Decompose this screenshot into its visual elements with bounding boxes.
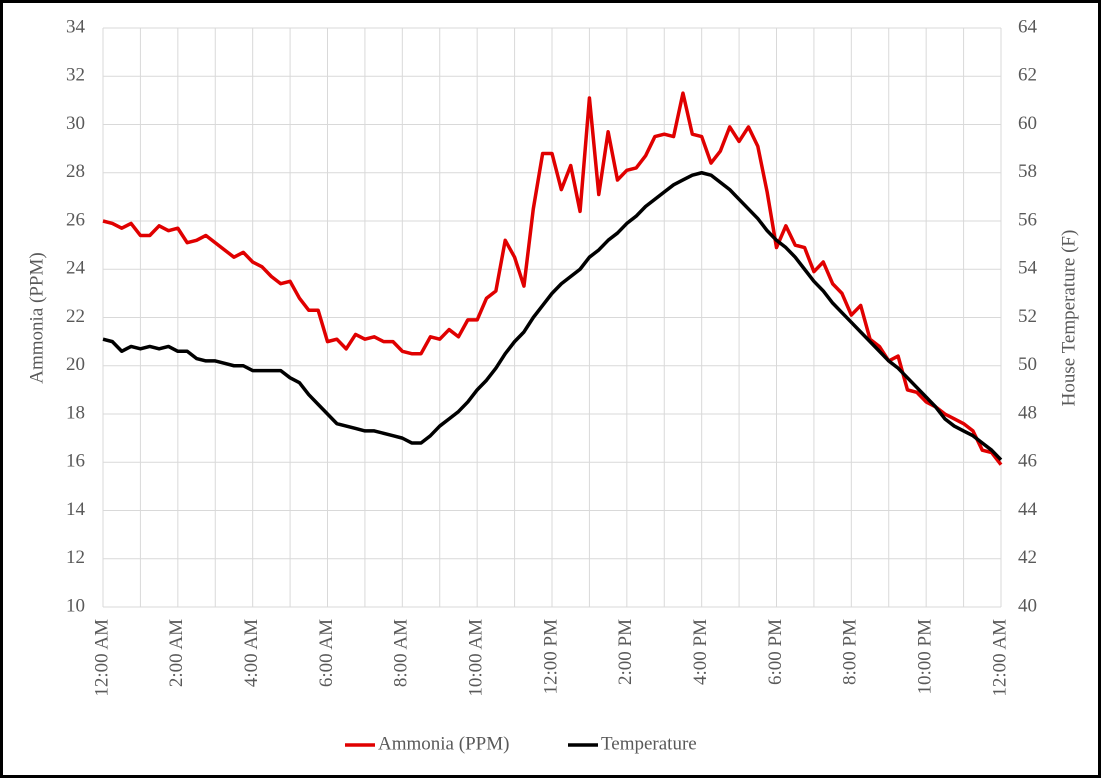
y-tick-label: 26 xyxy=(66,209,85,230)
x-tick-label: 12:00 AM xyxy=(91,619,112,697)
y2-tick-label: 56 xyxy=(1018,209,1037,230)
y2-tick-label: 62 xyxy=(1018,65,1037,86)
x-tick-label: 8:00 PM xyxy=(840,619,861,685)
x-tick-label: 10:00 PM xyxy=(915,619,936,695)
y2-tick-label: 64 xyxy=(1018,16,1038,37)
y-tick-label: 28 xyxy=(66,161,85,182)
y2-tick-label: 44 xyxy=(1018,499,1038,520)
y2-tick-label: 58 xyxy=(1018,161,1037,182)
y2-tick-label: 40 xyxy=(1018,595,1037,616)
y-tick-label: 34 xyxy=(66,16,86,37)
x-tick-label: 4:00 PM xyxy=(690,619,711,685)
y2-tick-label: 42 xyxy=(1018,547,1037,568)
y-tick-label: 14 xyxy=(66,499,86,520)
x-tick-label: 6:00 AM xyxy=(316,619,337,687)
y2-tick-label: 54 xyxy=(1018,258,1038,279)
y2-tick-label: 60 xyxy=(1018,113,1037,134)
y2-tick-label: 48 xyxy=(1018,402,1037,423)
x-tick-label: 12:00 AM xyxy=(989,619,1010,697)
x-tick-label: 4:00 AM xyxy=(241,619,262,687)
x-tick-label: 12:00 PM xyxy=(540,619,561,695)
legend-label: Temperature xyxy=(601,733,697,754)
y2-axis-label: House Temperature (F) xyxy=(1058,230,1079,407)
x-tick-label: 2:00 AM xyxy=(166,619,187,687)
y-tick-label: 32 xyxy=(66,65,85,86)
x-tick-label: 6:00 PM xyxy=(765,619,786,685)
y-tick-label: 24 xyxy=(66,258,86,279)
y-tick-label: 10 xyxy=(66,595,85,616)
y-axis-label: Ammonia (PPM) xyxy=(26,252,47,383)
y2-tick-label: 50 xyxy=(1018,354,1037,375)
data-line xyxy=(102,91,1003,466)
y-tick-label: 12 xyxy=(66,547,85,568)
y-tick-label: 18 xyxy=(66,402,85,423)
y-tick-label: 16 xyxy=(66,451,85,472)
y2-tick-label: 46 xyxy=(1018,451,1037,472)
data-line xyxy=(102,171,1003,462)
y-tick-label: 20 xyxy=(66,354,85,375)
x-tick-label: 8:00 AM xyxy=(391,619,412,687)
y-tick-label: 22 xyxy=(66,306,85,327)
y-tick-label: 30 xyxy=(66,113,85,134)
x-tick-label: 2:00 PM xyxy=(615,619,636,685)
y2-tick-label: 52 xyxy=(1018,306,1037,327)
legend-label: Ammonia (PPM) xyxy=(378,733,509,754)
x-tick-label: 10:00 AM xyxy=(466,619,487,697)
